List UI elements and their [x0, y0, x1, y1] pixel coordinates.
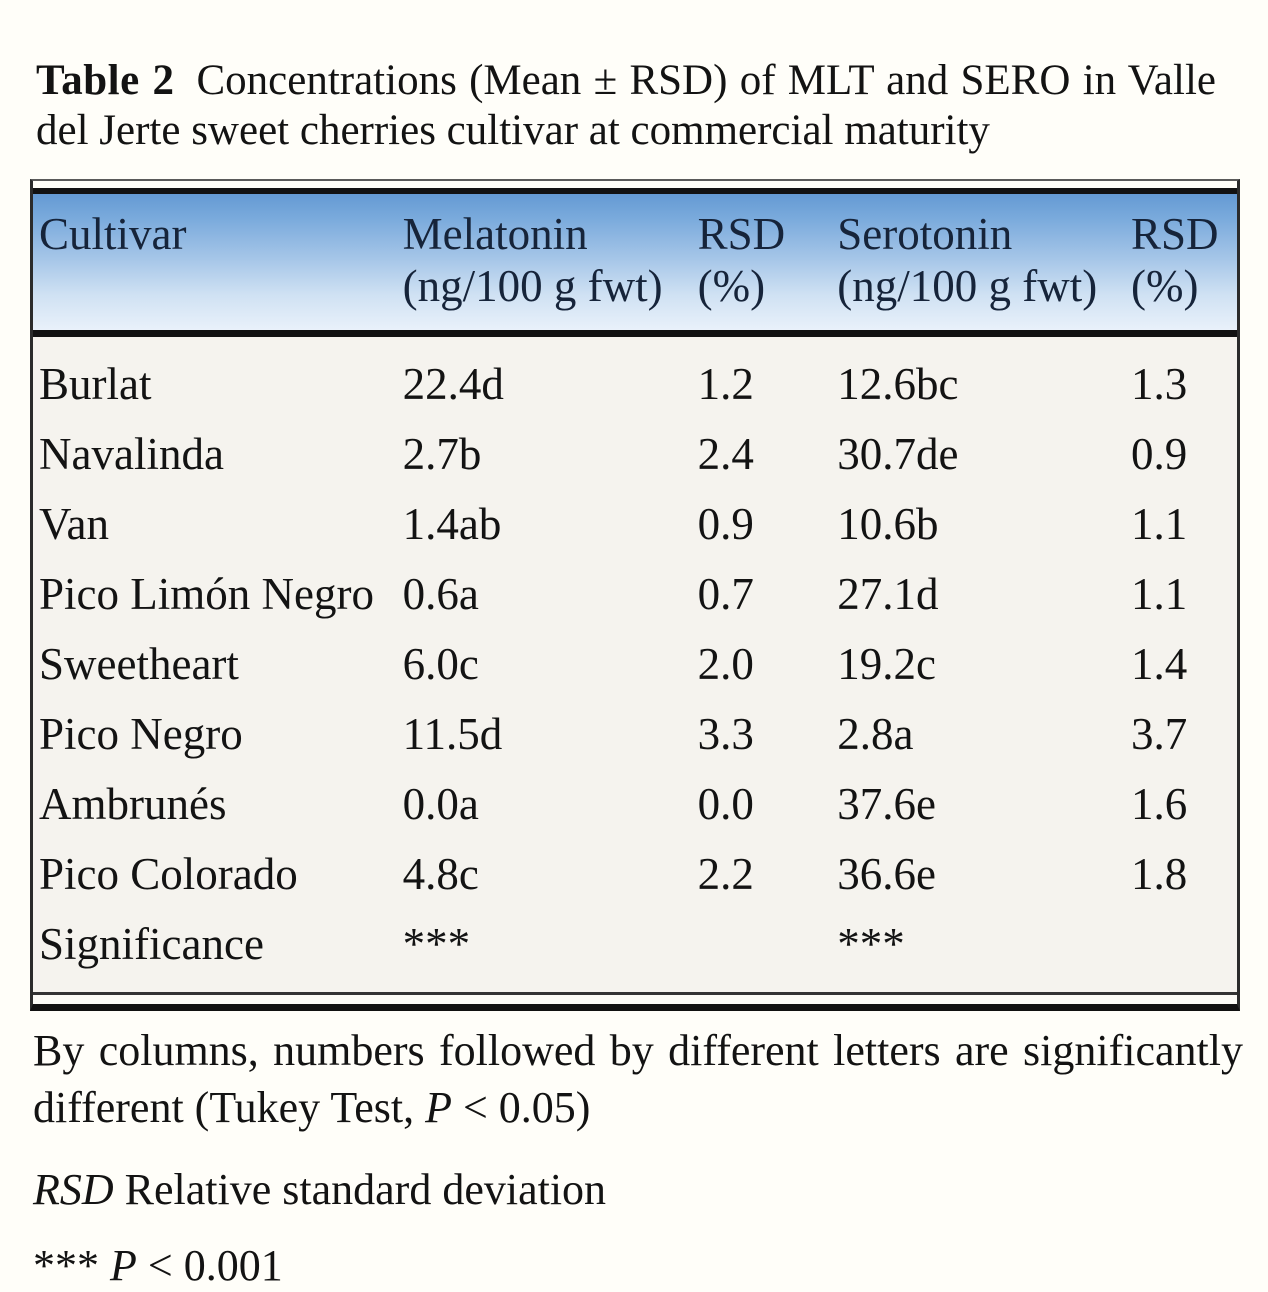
cell-rsd-melatonin: 0.7 — [697, 569, 754, 619]
cell-cultivar: Van — [39, 499, 109, 549]
cell-cultivar: Sweetheart — [39, 639, 239, 689]
table-caption-text: Concentrations (Mean ± RSD) of MLT and S… — [36, 57, 1216, 154]
header-rsd2-units: (%) — [1131, 261, 1199, 311]
table-caption-number: Table 2 — [36, 57, 175, 104]
cell-rsd-melatonin: 3.3 — [697, 709, 754, 759]
header-serotonin-units: (ng/100 g fwt) — [837, 261, 1098, 311]
header-cell-rsd-2: RSD (%) — [1131, 208, 1237, 312]
cell-serotonin: 30.7de — [837, 429, 959, 479]
cell-melatonin: 22.4d — [402, 359, 504, 409]
cell-melatonin: 0.0a — [402, 779, 479, 829]
header-rsd1-line1: RSD — [697, 209, 786, 259]
cell-cultivar: Pico Limón Negro — [39, 569, 374, 619]
header-cell-melatonin: Melatonin (ng/100 g fwt) — [403, 208, 698, 312]
row-pico-negro: Pico Negro 11.5d 3.3 2.8a 3.7 — [33, 699, 1237, 769]
cell-rsd-serotonin: 0.9 — [1131, 429, 1188, 479]
cell-serotonin: 2.8a — [837, 709, 914, 759]
cell-rsd-melatonin: 2.0 — [697, 639, 754, 689]
row-van: Van 1.4ab 0.9 10.6b 1.1 — [33, 489, 1237, 559]
header-cell-serotonin: Serotonin (ng/100 g fwt) — [837, 208, 1131, 312]
cell-rsd-serotonin: 1.1 — [1131, 499, 1188, 549]
footnote1-p-symbol: P — [425, 1083, 452, 1132]
header-cultivar-line1: Cultivar — [39, 209, 187, 259]
row-sweetheart: Sweetheart 6.0c 2.0 19.2c 1.4 — [33, 629, 1237, 699]
cell-melatonin: 1.4ab — [402, 499, 502, 549]
cell-rsd-serotonin: 1.3 — [1131, 359, 1188, 409]
cell-serotonin: 36.6e — [837, 849, 936, 899]
footnote3-p-symbol: P — [110, 1241, 137, 1290]
cell-cultivar: Pico Negro — [39, 709, 243, 759]
cell-rsd-serotonin: 1.1 — [1131, 569, 1188, 619]
cell-serotonin: 19.2c — [837, 639, 936, 689]
cell-cultivar: Significance — [39, 919, 264, 969]
row-ambrunes: Ambrunés 0.0a 0.0 37.6e 1.6 — [33, 769, 1237, 839]
footnote-rsd: RSD Relative standard deviation — [33, 1164, 1243, 1216]
cell-serotonin: 12.6bc — [837, 359, 959, 409]
cell-rsd-serotonin: 1.8 — [1131, 849, 1188, 899]
cell-rsd-melatonin: 0.0 — [697, 779, 754, 829]
footnote1-pvalue: < 0.05) — [451, 1083, 591, 1132]
top-double-rule-gap — [33, 181, 1237, 188]
cell-melatonin: 11.5d — [402, 709, 503, 759]
cell-serotonin-significance: *** — [837, 919, 905, 969]
table-caption: Table 2 Concentrations (Mean ± RSD) of ML… — [36, 56, 1216, 156]
cell-serotonin: 10.6b — [837, 499, 939, 549]
footnote-significant-letters: By columns, numbers followed by differen… — [33, 1022, 1243, 1136]
cell-rsd-melatonin: 2.4 — [697, 429, 754, 479]
cell-melatonin: 6.0c — [402, 639, 479, 689]
header-cell-rsd-1: RSD (%) — [698, 208, 838, 312]
row-significance: Significance *** *** — [33, 909, 1237, 979]
cell-rsd-melatonin: 0.9 — [697, 499, 754, 549]
cell-serotonin: 27.1d — [837, 569, 939, 619]
cell-rsd-serotonin: 1.4 — [1131, 639, 1188, 689]
cell-cultivar: Pico Colorado — [39, 849, 298, 899]
cell-melatonin: 0.6a — [402, 569, 479, 619]
footnote3-asterisks: *** — [33, 1241, 110, 1290]
cell-rsd-melatonin: 1.2 — [697, 359, 754, 409]
row-pico-colorado: Pico Colorado 4.8c 2.2 36.6e 1.8 — [33, 839, 1237, 909]
header-serotonin-line1: Serotonin — [837, 209, 1013, 259]
table-footnotes: By columns, numbers followed by differen… — [33, 1022, 1243, 1292]
cell-rsd-melatonin: 2.2 — [697, 849, 754, 899]
cell-melatonin: 4.8c — [402, 849, 479, 899]
data-table: Cultivar Melatonin (ng/100 g fwt) RSD (%… — [30, 179, 1240, 1011]
header-rsd2-line1: RSD — [1131, 209, 1219, 259]
row-navalinda: Navalinda 2.7b 2.4 30.7de 0.9 — [33, 419, 1237, 489]
header-cell-cultivar: Cultivar — [33, 208, 403, 312]
footnote1-text: By columns, numbers followed by differen… — [33, 1026, 1243, 1132]
bottom-double-rule — [33, 992, 1237, 1004]
table-header-row: Cultivar Melatonin (ng/100 g fwt) RSD (%… — [33, 188, 1237, 337]
header-melatonin-units: (ng/100 g fwt) — [402, 261, 663, 311]
header-rsd1-units: (%) — [697, 261, 766, 311]
cell-rsd-serotonin: 1.6 — [1131, 779, 1188, 829]
header-melatonin-line1: Melatonin — [402, 209, 588, 259]
footnote3-value: < 0.001 — [136, 1241, 283, 1290]
row-pico-limon-negro: Pico Limón Negro 0.6a 0.7 27.1d 1.1 — [33, 559, 1237, 629]
footnote-pvalue: *** P < 0.001 — [33, 1240, 1243, 1292]
row-burlat: Burlat 22.4d 1.2 12.6bc 1.3 — [33, 349, 1237, 419]
cell-melatonin: 2.7b — [402, 429, 482, 479]
cell-cultivar: Ambrunés — [39, 779, 227, 829]
cell-melatonin-significance: *** — [402, 919, 471, 969]
table-body: Burlat 22.4d 1.2 12.6bc 1.3 Navalinda 2.… — [33, 337, 1237, 992]
cell-cultivar: Navalinda — [39, 429, 224, 479]
header-cultivar-line2 — [39, 260, 403, 312]
footnote2-text: Relative standard deviation — [113, 1165, 607, 1214]
cell-serotonin: 37.6e — [837, 779, 936, 829]
cell-cultivar: Burlat — [39, 359, 152, 409]
cell-rsd-serotonin: 3.7 — [1131, 709, 1188, 759]
footnote2-rsd-abbr: RSD — [33, 1165, 114, 1214]
